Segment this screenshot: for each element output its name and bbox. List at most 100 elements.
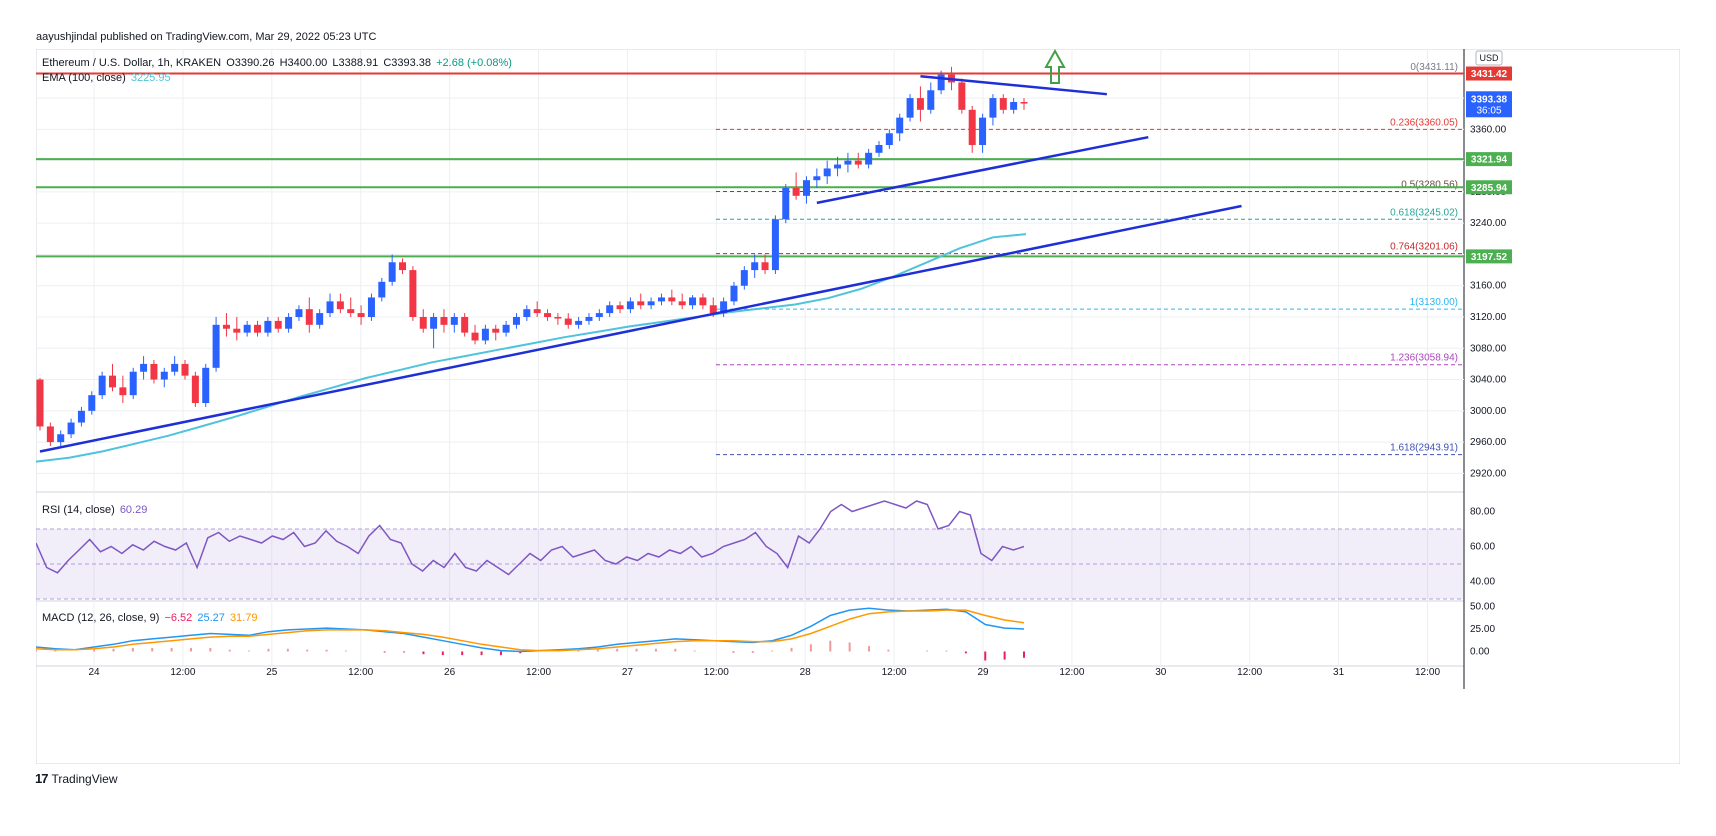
price-tag-label: 3285.94 bbox=[1471, 183, 1508, 194]
candle-body bbox=[730, 285, 738, 302]
time-tick-label: 31 bbox=[1333, 667, 1345, 678]
macd-pane bbox=[35, 607, 1025, 661]
candle-body bbox=[802, 180, 810, 196]
candle-body bbox=[896, 117, 904, 134]
candle-body bbox=[492, 328, 500, 333]
candle-body bbox=[46, 426, 54, 443]
price-axis[interactable]: 2920.00 2960.00 3000.00 3040.00 3080.00 3120.… bbox=[1466, 50, 1512, 658]
candle-body bbox=[916, 98, 924, 110]
candle-body bbox=[740, 270, 748, 286]
price-tick-label: 2920.00 bbox=[1470, 468, 1507, 479]
price-tick-label: 3240.00 bbox=[1470, 218, 1507, 229]
candle-body bbox=[575, 320, 583, 325]
candle-body bbox=[647, 301, 655, 306]
time-tick-label: 12:00 bbox=[1237, 667, 1262, 678]
candle-body bbox=[326, 301, 334, 314]
time-tick-label: 26 bbox=[444, 667, 456, 678]
candle-body bbox=[160, 371, 168, 380]
candle-body bbox=[906, 98, 914, 118]
candle-body bbox=[927, 90, 935, 110]
candle-body bbox=[606, 305, 614, 314]
currency-label: USD bbox=[1479, 53, 1499, 63]
price-tick-label: 2960.00 bbox=[1470, 437, 1507, 448]
candle-body bbox=[1010, 102, 1018, 110]
candle-body bbox=[430, 317, 438, 329]
candle-body bbox=[523, 309, 531, 317]
price-tick-label: 3120.00 bbox=[1470, 312, 1507, 323]
chart-svg[interactable]: 0(3431.11) 0.236(3360.05) 0.5(3280.56) 0.61… bbox=[35, 48, 1681, 765]
symbol-label: Ethereum / U.S. Dollar, 1h, KRAKEN bbox=[42, 57, 222, 69]
ema-label: EMA (100, close) bbox=[42, 72, 126, 84]
rsi-tick-label: 60.00 bbox=[1470, 542, 1495, 553]
time-tick-label: 30 bbox=[1155, 667, 1167, 678]
close-value: C3393.38 bbox=[383, 57, 432, 69]
candle-body bbox=[771, 219, 779, 271]
macd-line-value: 25.27 bbox=[197, 612, 225, 624]
horizontal-levels bbox=[36, 72, 1464, 258]
last-price-label: 3393.38 bbox=[1471, 94, 1508, 105]
candle-body bbox=[461, 317, 469, 333]
candle-body bbox=[512, 317, 520, 325]
macd-line bbox=[35, 607, 1025, 653]
macd-signal-value: 31.79 bbox=[229, 612, 258, 624]
candle-body bbox=[295, 309, 303, 317]
candle-body bbox=[450, 317, 458, 325]
macd-legend: MACD (12, 26, close, 9) −6.52 25.27 31.7… bbox=[42, 612, 257, 624]
last-price-box bbox=[1466, 91, 1512, 118]
time-tick-label: 12:00 bbox=[1059, 667, 1084, 678]
tradingview-logo[interactable]: 17 TradingView bbox=[35, 771, 118, 786]
open-value: O3390.26 bbox=[226, 57, 275, 69]
rsi-tick-label: 40.00 bbox=[1470, 577, 1495, 588]
countdown-label: 36:05 bbox=[1476, 105, 1501, 116]
fib-level-label: 1(3130.00) bbox=[1410, 297, 1458, 308]
candle-body bbox=[140, 363, 148, 372]
candle-body bbox=[813, 176, 821, 181]
candle-body bbox=[98, 375, 106, 396]
low-value: L3388.91 bbox=[332, 57, 379, 69]
candle-body bbox=[668, 297, 676, 302]
candle-body bbox=[544, 313, 552, 317]
chart-frame[interactable]: 0(3431.11) 0.236(3360.05) 0.5(3280.56) 0.61… bbox=[35, 48, 1681, 769]
price-tag-box bbox=[1466, 249, 1512, 264]
candle-body bbox=[699, 297, 707, 306]
fib-level-label: 1.236(3058.94) bbox=[1390, 353, 1458, 364]
ema-value: 3225.95 bbox=[130, 72, 171, 84]
time-tick-label: 29 bbox=[977, 667, 989, 678]
candle-body bbox=[502, 324, 510, 333]
trendline bbox=[920, 74, 1107, 96]
candle-body bbox=[554, 317, 562, 319]
candle-body bbox=[823, 168, 831, 177]
candle-body bbox=[782, 188, 790, 220]
price-tag-label: 3321.94 bbox=[1471, 155, 1508, 166]
fib-level-label: 1.618(2943.91) bbox=[1390, 443, 1458, 454]
candle-body bbox=[657, 297, 665, 302]
trendline bbox=[39, 204, 1242, 453]
price-tick-label: 3360.00 bbox=[1470, 124, 1507, 135]
candle-body bbox=[585, 317, 593, 321]
rsi-value: 60.29 bbox=[119, 504, 148, 516]
candle-body bbox=[274, 320, 282, 329]
candle-body bbox=[968, 109, 976, 145]
candle-body bbox=[409, 270, 417, 317]
ema-polyline bbox=[35, 233, 1027, 463]
candle-body bbox=[834, 164, 842, 169]
candle-body bbox=[233, 328, 241, 333]
time-axis[interactable]: 24 12:00 25 12:00 26 12:00 27 12:00 28 12:00 29 12:… bbox=[88, 667, 1440, 678]
candle-body bbox=[264, 320, 272, 333]
time-tick-label: 12:00 bbox=[348, 667, 373, 678]
candle-body bbox=[285, 317, 293, 329]
candle-body bbox=[399, 262, 407, 271]
fibonacci-levels: 0(3431.11) 0.236(3360.05) 0.5(3280.56) 0.61… bbox=[716, 62, 1464, 456]
candle-body bbox=[336, 301, 344, 310]
price-tag-box bbox=[1466, 66, 1512, 81]
candle-body bbox=[626, 301, 634, 310]
rsi-tick-label: 80.00 bbox=[1470, 507, 1495, 518]
macd-signal-line bbox=[35, 609, 1025, 652]
candle-body bbox=[347, 309, 355, 314]
price-tag-box bbox=[1466, 152, 1512, 167]
price-tick-label: 3080.00 bbox=[1470, 343, 1507, 354]
candle-body bbox=[885, 133, 893, 145]
candle-body bbox=[533, 309, 541, 314]
candle-body bbox=[254, 324, 262, 333]
time-tick-label: 25 bbox=[266, 667, 278, 678]
